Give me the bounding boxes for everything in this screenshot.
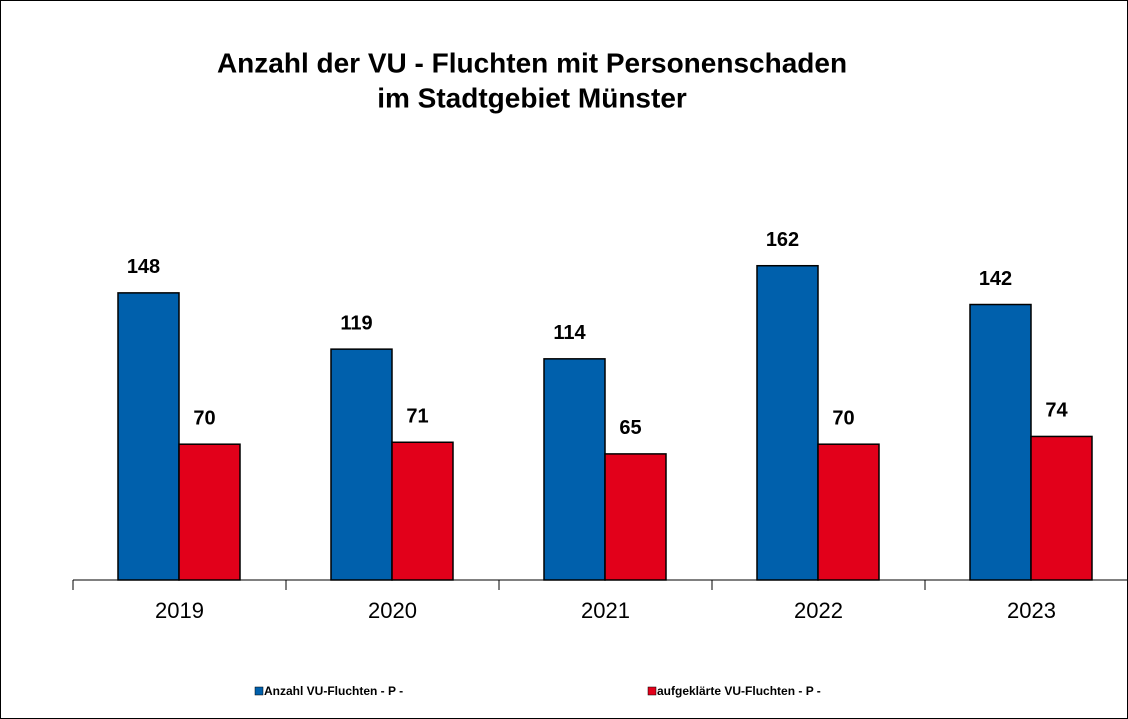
data-label: 142 — [979, 268, 1012, 290]
bar — [330, 348, 393, 581]
bar — [817, 443, 880, 581]
x-tick-label: 2020 — [368, 598, 417, 623]
bar — [391, 441, 454, 581]
data-label: 119 — [340, 312, 372, 334]
data-label: 148 — [127, 256, 160, 278]
data-label: 65 — [619, 417, 641, 439]
data-label: 70 — [832, 407, 854, 429]
legend-swatch — [647, 686, 657, 696]
x-tick-label: 2022 — [794, 598, 843, 623]
legend-label: Anzahl VU-Fluchten - P - — [264, 684, 403, 698]
chart-title: Anzahl der VU - Fluchten mit Personensch… — [217, 47, 847, 78]
x-tick-label: 2021 — [581, 598, 630, 623]
legend-swatch — [254, 686, 264, 696]
bar — [969, 303, 1032, 581]
data-label: 70 — [193, 407, 215, 429]
bar — [1030, 435, 1093, 581]
legend-label: aufgeklärte VU-Fluchten - P - — [657, 684, 821, 698]
x-tick-label: 2023 — [1007, 598, 1056, 623]
bar — [604, 453, 667, 581]
data-label: 74 — [1045, 400, 1068, 422]
bar — [756, 264, 819, 581]
bar — [117, 292, 180, 581]
chart-title: im Stadtgebiet Münster — [377, 82, 687, 113]
data-label: 71 — [406, 406, 428, 428]
bar — [178, 443, 241, 581]
bar — [543, 358, 606, 581]
data-label: 162 — [766, 229, 799, 251]
x-tick-label: 2019 — [155, 598, 204, 623]
data-label: 114 — [553, 322, 586, 344]
